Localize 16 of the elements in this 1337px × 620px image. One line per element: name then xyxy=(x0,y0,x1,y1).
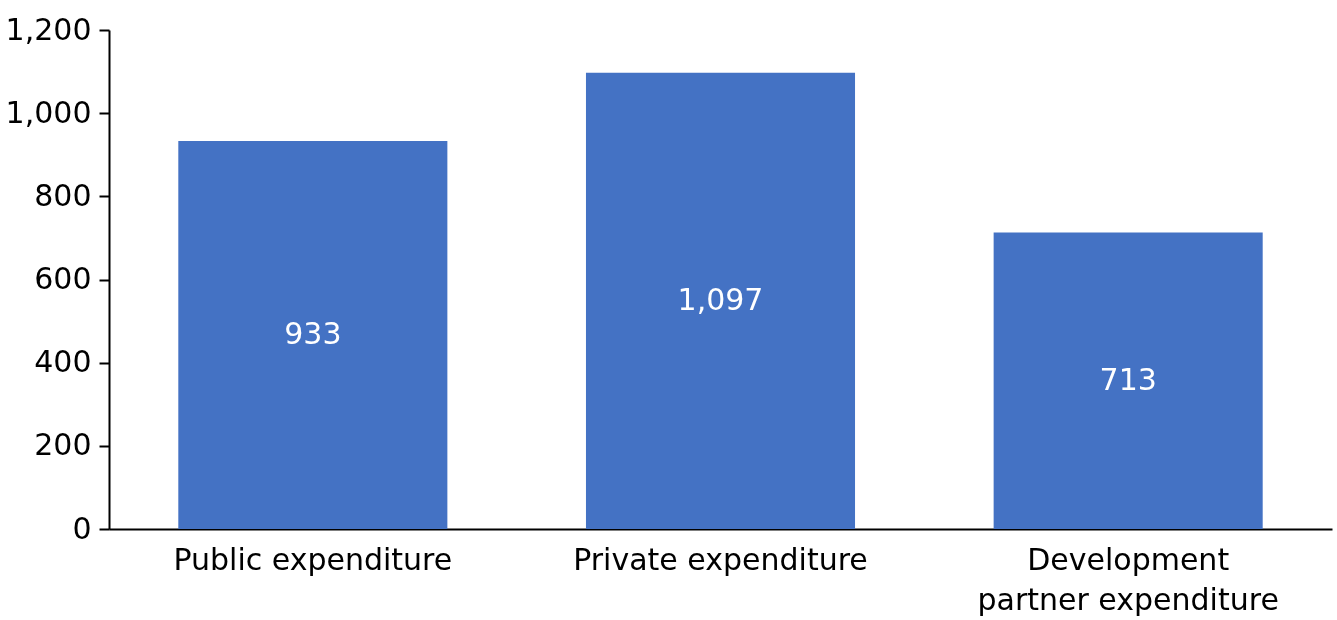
data-label: 1,097 xyxy=(677,281,764,317)
y-tick-label: 800 xyxy=(34,177,92,213)
y-tick-label: 1,000 xyxy=(5,94,92,130)
data-label: 933 xyxy=(284,316,342,352)
y-tick-label: 400 xyxy=(34,344,92,380)
y-tick-label: 600 xyxy=(34,261,92,296)
x-tick-label: Development partner expenditure xyxy=(977,541,1279,617)
bar xyxy=(993,232,1263,529)
y-tick-label: 1,200 xyxy=(5,11,92,47)
x-tick-label: Private expenditure xyxy=(573,541,868,577)
bar xyxy=(585,72,856,529)
bar xyxy=(178,141,448,529)
y-tick-label: 200 xyxy=(34,427,92,463)
data-label: 713 xyxy=(1099,361,1157,397)
y-tick-label: 0 xyxy=(72,510,92,546)
x-tick-label: Public expenditure xyxy=(173,541,453,577)
